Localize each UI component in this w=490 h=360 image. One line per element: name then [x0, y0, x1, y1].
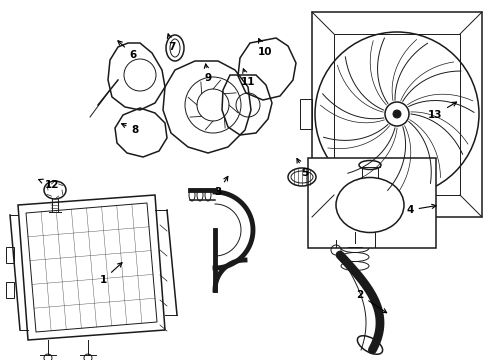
- Bar: [312, 12, 482, 217]
- Text: 2: 2: [356, 290, 387, 313]
- Text: 5: 5: [297, 158, 309, 178]
- Text: 13: 13: [428, 102, 457, 120]
- Text: 12: 12: [39, 179, 59, 190]
- Text: 11: 11: [241, 69, 255, 87]
- Bar: [308, 158, 436, 248]
- Text: 1: 1: [99, 263, 122, 285]
- Text: 9: 9: [204, 64, 212, 83]
- Text: 10: 10: [258, 39, 272, 57]
- Bar: [334, 34, 460, 195]
- Bar: [300, 99, 312, 129]
- Text: 7: 7: [167, 34, 176, 52]
- Text: 4: 4: [406, 204, 436, 215]
- Text: 8: 8: [122, 123, 139, 135]
- Circle shape: [393, 110, 401, 118]
- Text: 3: 3: [215, 176, 228, 197]
- Text: 6: 6: [118, 41, 137, 60]
